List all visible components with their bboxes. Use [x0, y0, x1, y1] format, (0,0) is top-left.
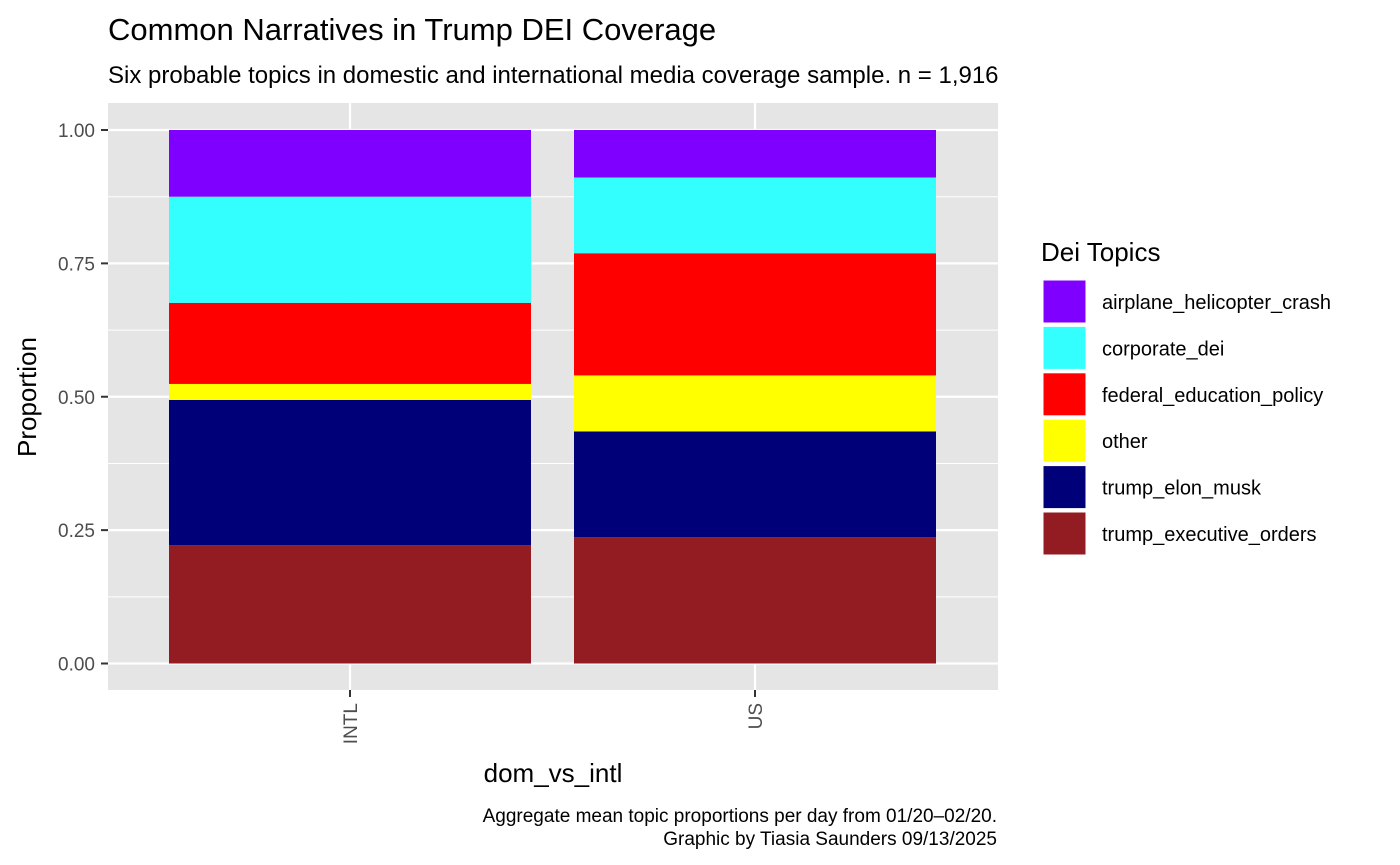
legend-label-trump_elon_musk: trump_elon_musk — [1102, 478, 1262, 500]
y-axis-title: Proportion — [12, 337, 42, 457]
chart-title: Common Narratives in Trump DEI Coverage — [108, 12, 716, 47]
bar-segment-federal_education_policy-US — [574, 253, 936, 375]
x-axis: INTL US — [341, 690, 767, 744]
legend-title: Dei Topics — [1041, 237, 1160, 267]
legend-label-airplane_helicopter_crash: airplane_helicopter_crash — [1102, 292, 1331, 314]
legend-key-trump_executive_orders — [1043, 512, 1086, 555]
bar-segment-corporate_dei-US — [574, 177, 936, 253]
bar-segment-airplane_helicopter_crash-US — [574, 130, 936, 177]
y-axis: 0.00 0.25 0.50 0.75 1.00 — [58, 121, 108, 676]
legend-label-corporate_dei: corporate_dei — [1102, 338, 1224, 360]
chart-subtitle: Six probable topics in domestic and inte… — [108, 62, 999, 89]
legend-label-trump_executive_orders: trump_executive_orders — [1102, 524, 1317, 546]
legend-label-federal_education_policy: federal_education_policy — [1102, 385, 1323, 407]
legend-key-federal_education_policy — [1043, 373, 1086, 416]
bar-segment-trump_elon_musk-INTL — [169, 400, 531, 545]
y-tick-label: 0.00 — [58, 655, 95, 676]
bar-segment-other-US — [574, 375, 936, 431]
legend-key-corporate_dei — [1043, 326, 1086, 369]
bar-segment-trump_executive_orders-US — [574, 537, 936, 663]
legend-label-other: other — [1102, 431, 1148, 453]
legend-key-other — [1043, 419, 1086, 462]
x-tick-label-INTL: INTL — [341, 703, 362, 744]
y-tick-label: 0.50 — [58, 388, 95, 409]
bar-segment-corporate_dei-INTL — [169, 197, 531, 303]
y-tick-label: 1.00 — [58, 121, 95, 142]
y-tick-label: 0.75 — [58, 254, 95, 275]
y-tick-label: 0.25 — [58, 521, 95, 542]
legend: Dei Topics airplane_helicopter_crashcorp… — [1041, 237, 1331, 555]
x-tick-label-US: US — [746, 703, 767, 729]
bar-segment-federal_education_policy-INTL — [169, 303, 531, 384]
bar-segment-other-INTL — [169, 384, 531, 400]
x-axis-title: dom_vs_intl — [484, 758, 623, 788]
caption-line-1: Aggregate mean topic proportions per day… — [483, 806, 997, 827]
bar-segment-trump_executive_orders-INTL — [169, 545, 531, 663]
bar-segment-trump_elon_musk-US — [574, 431, 936, 537]
legend-key-trump_elon_musk — [1043, 466, 1086, 509]
legend-key-airplane_helicopter_crash — [1043, 280, 1086, 323]
caption-line-2: Graphic by Tiasia Saunders 09/13/2025 — [663, 829, 997, 850]
bar-segment-airplane_helicopter_crash-INTL — [169, 130, 531, 197]
